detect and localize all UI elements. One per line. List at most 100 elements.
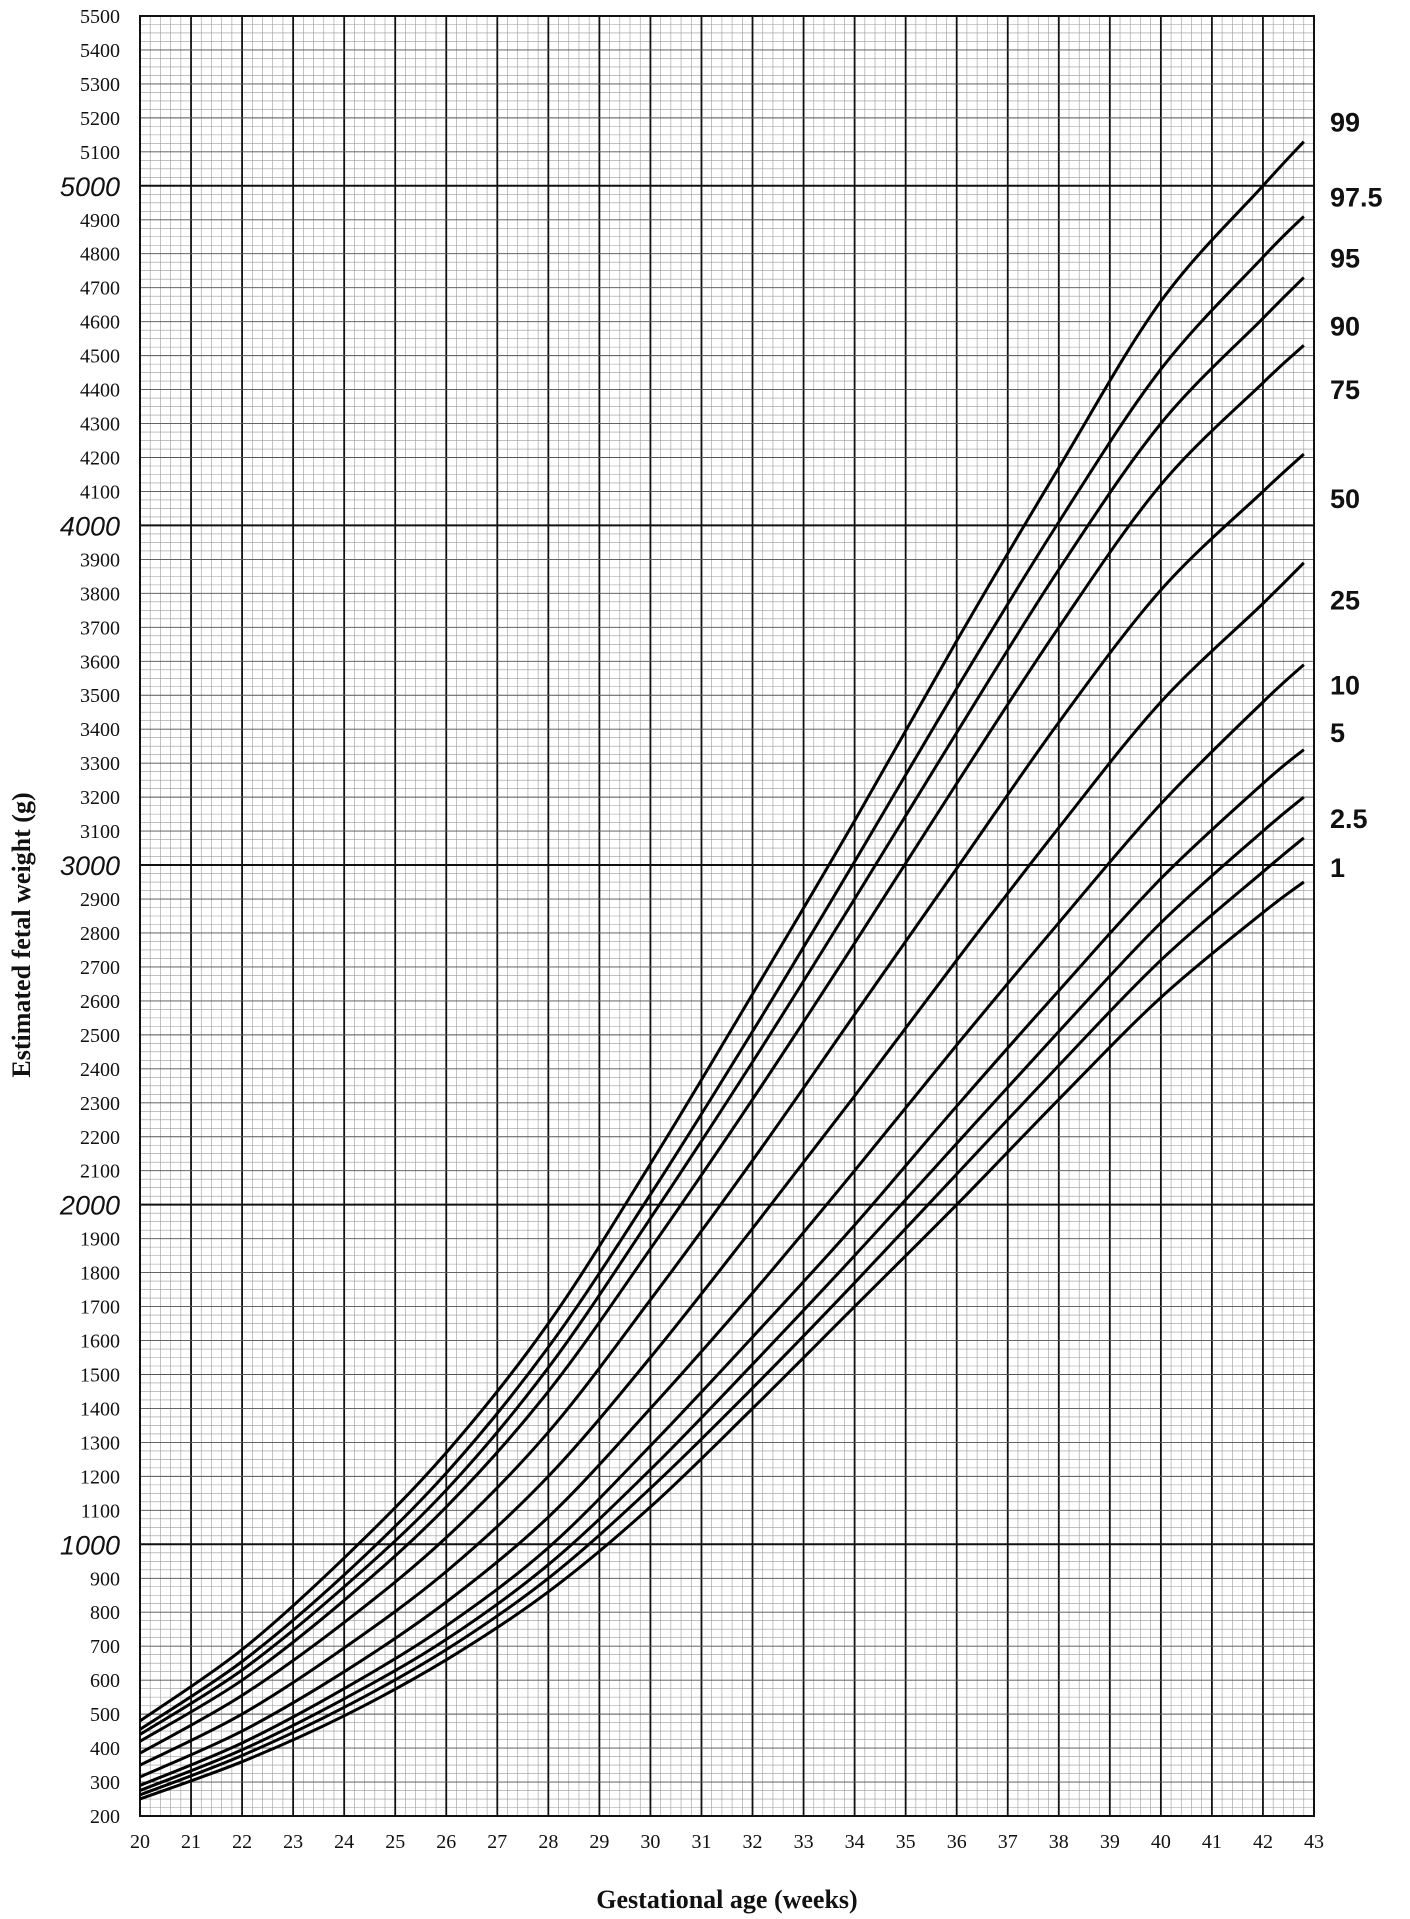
y-tick-label: 1000 <box>60 1530 120 1560</box>
percentile-line-5 <box>139 795 1305 1792</box>
y-tick-label: 1300 <box>80 1432 120 1454</box>
y-tick-label: 600 <box>90 1670 120 1692</box>
y-tick-label: 3000 <box>60 851 120 881</box>
y-tick-label: 4200 <box>80 448 120 470</box>
y-tick-label: 4500 <box>80 346 120 368</box>
y-tick-label: 200 <box>90 1806 120 1828</box>
x-tick-label: 29 <box>589 1831 609 1853</box>
percentile-label-95: 95 <box>1330 244 1360 274</box>
y-tick-label: 2300 <box>80 1093 120 1115</box>
x-tick-label: 40 <box>1151 1831 1171 1853</box>
y-tick-label: 2000 <box>59 1191 120 1221</box>
y-tick-label: 2400 <box>80 1059 120 1081</box>
y-tick-label: 4600 <box>80 312 120 334</box>
percentile-line-25 <box>139 663 1305 1779</box>
y-tick-label: 3100 <box>80 821 120 843</box>
y-tick-label: 2600 <box>80 991 120 1013</box>
x-tick-label: 22 <box>232 1831 252 1853</box>
percentile-labels: 99 97.5 95 90 75 50 25 10 5 2.5 1 <box>1330 108 1383 883</box>
y-tick-label: 2800 <box>80 923 120 945</box>
y-axis-label: Estimated fetal weight (g) <box>7 792 36 1077</box>
y-tick-label: 4400 <box>80 380 120 402</box>
percentile-line-2.5 <box>139 836 1305 1797</box>
y-tick-label: 1700 <box>80 1297 120 1319</box>
percentile-line-90 <box>139 344 1305 1743</box>
x-tick-label: 35 <box>896 1831 916 1853</box>
y-tick-label: 3300 <box>80 753 120 775</box>
x-tick-label: 43 <box>1304 1831 1324 1853</box>
percentile-line-75 <box>139 452 1305 1755</box>
x-axis-label: Gestational age (weeks) <box>596 1885 857 1914</box>
percentile-label-1: 1 <box>1330 853 1345 883</box>
x-tick-label: 28 <box>538 1831 558 1853</box>
y-tick-label: 2700 <box>80 957 120 979</box>
y-axis-ticks: 200 300 400 500 600 700 800 900 1000 1100 1200 1300… <box>59 6 120 1828</box>
y-tick-label: 5300 <box>80 74 120 96</box>
minor-grid <box>139 15 1315 1817</box>
y-tick-label: 4700 <box>80 278 120 300</box>
y-tick-label: 2100 <box>80 1161 120 1183</box>
y-tick-label: 2500 <box>80 1025 120 1047</box>
x-tick-label: 23 <box>283 1831 303 1853</box>
y-tick-label: 1500 <box>80 1364 120 1386</box>
major-grid <box>139 15 1315 1817</box>
y-tick-label: 3600 <box>80 651 120 673</box>
percentile-line-1 <box>139 880 1305 1801</box>
x-tick-label: 33 <box>794 1831 814 1853</box>
x-tick-label: 26 <box>436 1831 456 1853</box>
percentile-line-97.5 <box>139 215 1305 1731</box>
x-tick-label: 31 <box>691 1831 711 1853</box>
y-tick-label: 800 <box>90 1602 120 1624</box>
x-tick-label: 27 <box>487 1831 507 1853</box>
y-tick-label: 3700 <box>80 617 120 639</box>
y-tick-label: 4900 <box>80 210 120 232</box>
y-tick-label: 4000 <box>60 511 120 541</box>
x-tick-label: 30 <box>640 1831 660 1853</box>
percentile-line-50 <box>139 561 1305 1767</box>
percentile-label-5: 5 <box>1330 718 1345 748</box>
percentile-label-2.5: 2.5 <box>1330 804 1368 834</box>
y-tick-label: 3500 <box>80 685 120 707</box>
y-tick-label: 900 <box>90 1568 120 1590</box>
y-tick-label: 5000 <box>60 172 120 202</box>
y-tick-label: 300 <box>90 1772 120 1794</box>
percentile-line-10 <box>139 748 1305 1787</box>
percentile-label-25: 25 <box>1330 586 1360 616</box>
x-tick-label: 21 <box>181 1831 201 1853</box>
x-tick-label: 32 <box>743 1831 763 1853</box>
x-tick-label: 34 <box>845 1831 865 1853</box>
y-tick-label: 3900 <box>80 549 120 571</box>
y-tick-label: 500 <box>90 1704 120 1726</box>
percentile-lines <box>139 140 1305 1801</box>
y-tick-label: 2200 <box>80 1127 120 1149</box>
y-tick-label: 3400 <box>80 719 120 741</box>
y-tick-label: 700 <box>90 1636 120 1658</box>
x-tick-label: 39 <box>1100 1831 1120 1853</box>
x-tick-label: 42 <box>1253 1831 1273 1853</box>
x-axis-ticks: 20 21 22 23 24 25 26 27 28 29 30 31 32 33 34 35 36 37 38 39… <box>130 1831 1324 1853</box>
percentile-label-97.5: 97.5 <box>1330 182 1383 212</box>
y-tick-label: 5200 <box>80 108 120 130</box>
x-tick-label: 24 <box>334 1831 354 1853</box>
x-tick-label: 25 <box>385 1831 405 1853</box>
percentile-line-95 <box>139 276 1305 1736</box>
percentile-label-50: 50 <box>1330 484 1360 514</box>
y-tick-label: 4300 <box>80 414 120 436</box>
y-tick-label: 400 <box>90 1738 120 1760</box>
y-tick-label: 3800 <box>80 583 120 605</box>
y-tick-label: 1100 <box>81 1500 120 1522</box>
y-tick-label: 5400 <box>80 40 120 62</box>
y-tick-label: 4800 <box>80 244 120 266</box>
y-tick-label: 4100 <box>80 481 120 503</box>
x-tick-label: 41 <box>1202 1831 1222 1853</box>
y-tick-label: 1900 <box>80 1229 120 1251</box>
x-tick-label: 37 <box>998 1831 1018 1853</box>
x-tick-label: 36 <box>947 1831 967 1853</box>
percentile-label-99: 99 <box>1330 108 1360 138</box>
y-tick-label: 1200 <box>80 1466 120 1488</box>
y-tick-label: 2900 <box>80 889 120 911</box>
y-tick-label: 5500 <box>80 6 120 28</box>
percentile-label-90: 90 <box>1330 311 1360 341</box>
x-tick-label: 20 <box>130 1831 150 1853</box>
